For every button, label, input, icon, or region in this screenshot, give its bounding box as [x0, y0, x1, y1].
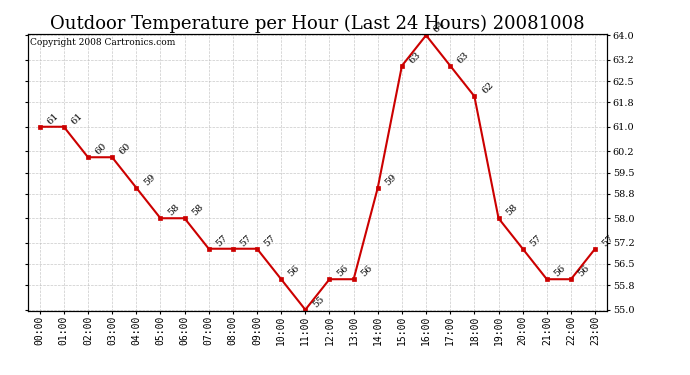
Text: 58: 58 [190, 202, 205, 217]
Text: 60: 60 [118, 141, 132, 156]
Text: 63: 63 [408, 50, 422, 65]
Text: 56: 56 [577, 263, 591, 279]
Text: Outdoor Temperature per Hour (Last 24 Hours) 20081008: Outdoor Temperature per Hour (Last 24 Ho… [50, 15, 584, 33]
Text: 61: 61 [70, 111, 84, 126]
Text: 57: 57 [529, 233, 543, 248]
Text: 58: 58 [166, 202, 181, 217]
Text: 58: 58 [504, 202, 519, 217]
Text: 55: 55 [311, 294, 326, 309]
Text: 59: 59 [384, 172, 398, 187]
Text: 57: 57 [601, 233, 615, 248]
Text: 61: 61 [46, 111, 60, 126]
Text: 60: 60 [94, 141, 108, 156]
Text: 56: 56 [335, 263, 350, 279]
Text: Copyright 2008 Cartronics.com: Copyright 2008 Cartronics.com [30, 38, 176, 47]
Text: 56: 56 [287, 263, 302, 279]
Text: 57: 57 [215, 233, 229, 248]
Text: 56: 56 [553, 263, 567, 279]
Text: 56: 56 [359, 263, 374, 279]
Text: 62: 62 [480, 80, 495, 96]
Text: 57: 57 [239, 233, 253, 248]
Text: 64: 64 [432, 20, 446, 34]
Text: 59: 59 [142, 172, 157, 187]
Text: 63: 63 [456, 50, 471, 65]
Text: 57: 57 [263, 233, 277, 248]
